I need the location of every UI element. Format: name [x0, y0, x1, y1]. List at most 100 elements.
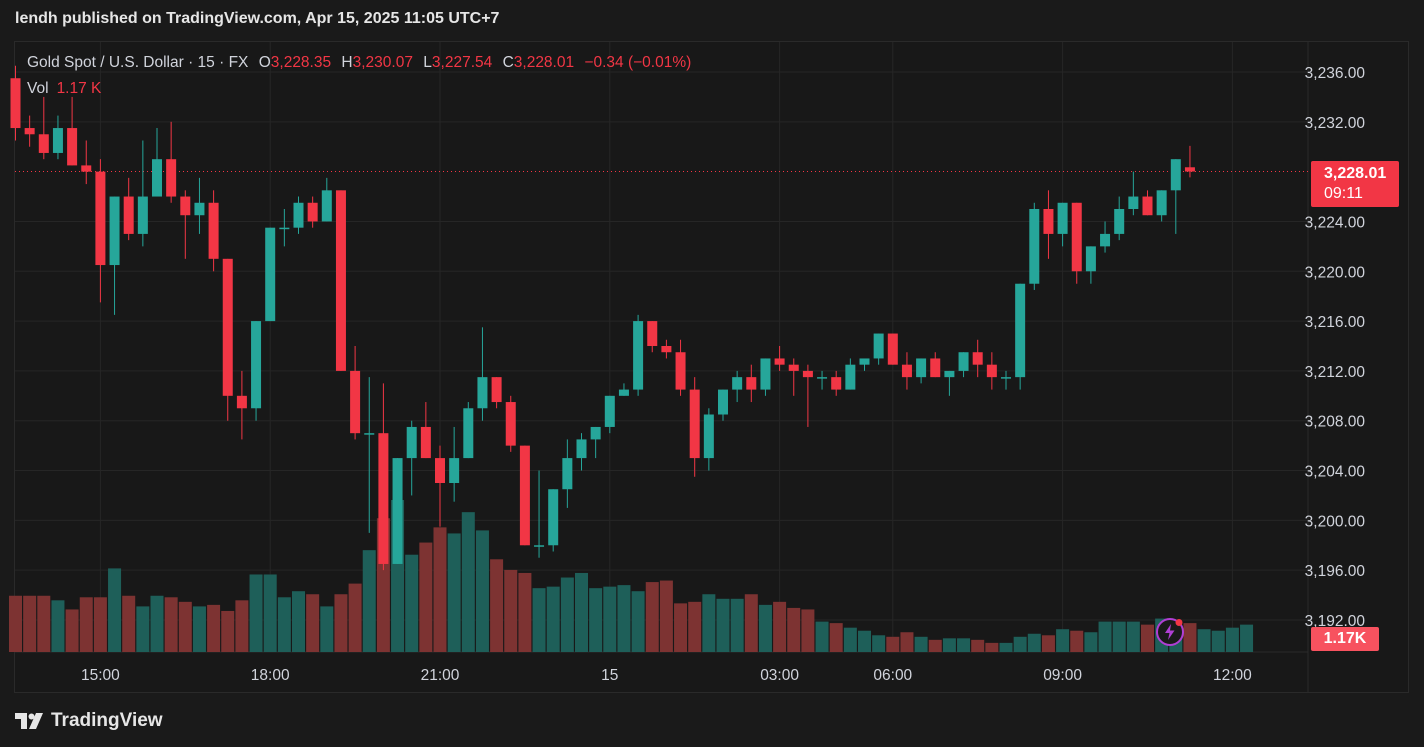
- candle-body: [604, 395, 615, 427]
- candle-body: [1128, 196, 1139, 209]
- volume-bar: [490, 559, 504, 652]
- lightning-icon[interactable]: [1155, 617, 1185, 647]
- candle-body: [449, 458, 460, 483]
- volume-bar: [603, 586, 617, 652]
- volume-bar: [532, 588, 546, 652]
- high-value: 3,230.07: [352, 54, 413, 71]
- volume-bar: [659, 580, 673, 652]
- candle-body: [901, 364, 912, 378]
- volume-bar: [1183, 623, 1197, 652]
- candle-body: [81, 165, 92, 172]
- tradingview-brand: TradingView: [51, 710, 163, 731]
- volume-legend: Vol 1.17 K: [27, 80, 101, 98]
- volume-bar: [942, 638, 956, 652]
- tradingview-logo-icon: [15, 713, 43, 729]
- close-label: C: [502, 54, 514, 71]
- volume-bar: [23, 595, 37, 652]
- candle-body: [576, 439, 587, 459]
- volume-bar: [320, 606, 334, 652]
- x-tick-label: 15: [601, 667, 618, 684]
- candle-body: [392, 458, 403, 564]
- current-volume-tag: 1.17K: [1311, 627, 1379, 651]
- volume-bar: [999, 642, 1013, 652]
- y-tick-label: 3,200.00: [1305, 513, 1366, 530]
- y-tick-label: 3,208.00: [1305, 414, 1366, 431]
- volume-bar: [886, 636, 900, 652]
- chart-frame[interactable]: [14, 41, 1409, 693]
- candle-body: [1142, 196, 1153, 216]
- volume-bar: [1098, 621, 1112, 652]
- candle-body: [831, 377, 842, 390]
- volume-bar: [815, 621, 829, 652]
- volume-bar: [560, 577, 574, 652]
- x-tick-label: 06:00: [873, 667, 912, 684]
- candle-body: [378, 433, 389, 564]
- volume-bar: [79, 597, 93, 652]
- candle-body: [703, 414, 714, 459]
- candle-body: [95, 171, 106, 266]
- volume-bar: [1141, 624, 1154, 652]
- candle-body: [463, 408, 474, 459]
- candle-body: [802, 370, 813, 378]
- volume-bar: [164, 597, 178, 652]
- candle-body: [590, 426, 601, 440]
- bar-countdown: 09:11: [1324, 185, 1363, 202]
- low-value: 3,227.54: [431, 54, 493, 71]
- volume-bar: [631, 591, 645, 652]
- volume-bar: [617, 585, 631, 652]
- volume-bar: [971, 639, 985, 652]
- volume-label[interactable]: Vol: [27, 80, 49, 97]
- candle-body: [817, 377, 828, 379]
- candle-body: [208, 202, 219, 259]
- volume-bar: [773, 601, 787, 652]
- high-label: H: [341, 54, 353, 71]
- volume-bar: [348, 583, 362, 652]
- volume-bar: [1027, 633, 1041, 652]
- volume-bar: [829, 623, 843, 652]
- candle-body: [562, 458, 573, 490]
- y-tick-label: 3,212.00: [1305, 364, 1366, 381]
- volume-bar: [292, 591, 305, 652]
- volume-bar: [518, 572, 532, 652]
- candle-body: [279, 227, 290, 230]
- candle-body: [406, 426, 417, 459]
- volume-bar: [178, 601, 192, 652]
- candle-body: [307, 202, 318, 222]
- candle-body: [916, 358, 927, 378]
- volume-bar: [263, 574, 277, 652]
- candle-body: [1170, 159, 1181, 191]
- candle-body: [1001, 377, 1011, 379]
- volume-bar: [843, 627, 857, 652]
- volume-bar: [674, 603, 688, 652]
- volume-bar: [93, 597, 107, 652]
- publish-line: lendh published on TradingView.com, Apr …: [15, 10, 500, 27]
- candle-body: [972, 352, 983, 365]
- candle-body: [435, 458, 445, 483]
- volume-bar: [546, 586, 560, 652]
- volume-bar: [1013, 636, 1027, 652]
- volume-bar: [1041, 635, 1055, 652]
- volume-bar: [419, 542, 433, 652]
- volume-bar: [51, 600, 65, 652]
- candle-body: [548, 489, 559, 546]
- tradingview-logo[interactable]: TradingView: [15, 710, 163, 732]
- candle-body: [1085, 246, 1096, 272]
- volume-bar: [1197, 629, 1211, 652]
- close-value: 3,228.01: [513, 54, 575, 71]
- x-tick-label: 15:00: [81, 667, 120, 684]
- volume-bar: [136, 606, 150, 652]
- candle-body: [1156, 190, 1167, 216]
- volume-bar: [405, 554, 419, 652]
- volume-bar: [150, 595, 164, 652]
- volume-bar: [221, 610, 235, 652]
- symbol-label[interactable]: Gold Spot / U.S. Dollar · 15 · FX: [27, 54, 249, 71]
- volume-bar: [688, 601, 702, 652]
- candle-body: [1043, 209, 1054, 234]
- candle-body: [633, 321, 644, 390]
- y-tick-label: 3,204.00: [1305, 464, 1366, 481]
- volume-bar: [306, 594, 320, 652]
- candle-body: [647, 321, 658, 346]
- candle-body: [944, 370, 955, 378]
- candle-body: [774, 358, 785, 365]
